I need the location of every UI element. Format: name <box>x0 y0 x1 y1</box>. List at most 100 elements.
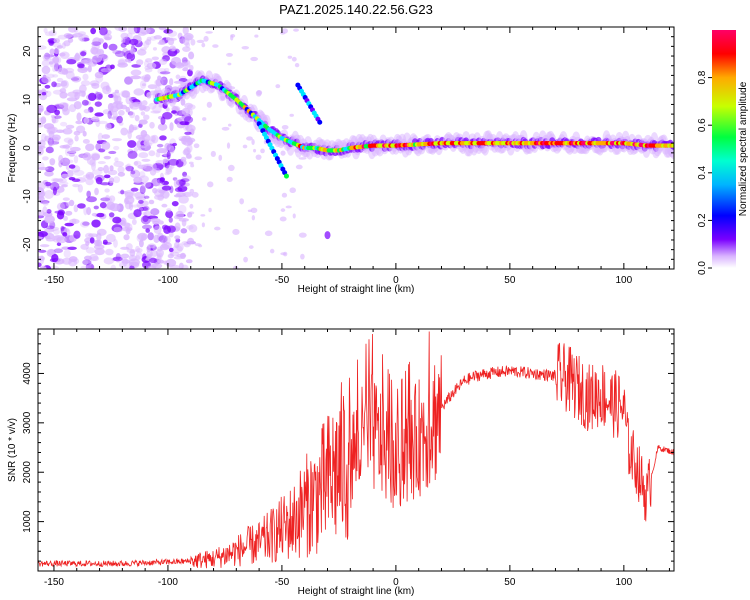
spectrogram-noise-blob <box>82 221 90 226</box>
spectrogram-noise-blob <box>68 153 75 157</box>
spectrogram-noise-blob <box>127 53 135 60</box>
spectrogram-noise-blob <box>108 195 116 203</box>
chart-title: PAZ1.2025.140.22.56.G23 <box>279 2 433 17</box>
spectrogram-noise-blob <box>138 119 148 125</box>
spectrogram-noise-blob <box>96 228 107 236</box>
spectrogram-noise-blob <box>80 221 90 228</box>
spectrogram-noise-blob <box>86 190 91 198</box>
spectrogram-noise-blob <box>189 64 194 72</box>
spectrogram-noise-blob <box>91 219 101 228</box>
spectrogram-noise-blob <box>73 230 81 239</box>
spectrogram-noise-blob <box>85 173 91 180</box>
spectrogram-noise-blob <box>141 163 152 172</box>
spectrogram-noise-blob <box>99 27 108 36</box>
spectrogram-noise-blob <box>163 67 170 72</box>
spectrogram-noise-blob <box>96 212 105 218</box>
spectrogram-noise-blob <box>56 202 66 211</box>
snr-x-tick-label: 50 <box>504 577 516 588</box>
spectrogram-noise-blob <box>155 151 161 158</box>
spectrogram-noise-blob <box>121 259 131 264</box>
spectrogram-noise-blob <box>148 199 155 205</box>
spectrogram-noise-blob <box>66 202 71 207</box>
spectrogram-noise-blob <box>173 194 183 198</box>
spectrogram-noise-blob <box>133 27 141 34</box>
spectrogram-noise-blob <box>246 136 253 141</box>
spectrogram-y-ticks: -20 -10 0 10 20 <box>22 26 674 270</box>
spectrogram-noise-blob <box>120 32 129 40</box>
spectrogram-noise-blob <box>42 54 52 62</box>
spectrogram-noise-blob <box>149 35 157 41</box>
spectrogram-noise-blob <box>57 209 65 216</box>
snr-x-axis-label: Height of straight line (km) <box>298 586 415 597</box>
spectrogram-noise-blob <box>80 265 92 269</box>
spectrogram-noise-blob <box>123 234 130 241</box>
spectrogram-noise-blob <box>53 115 62 119</box>
spectrogram-noise-blob <box>72 32 84 38</box>
spectrogram-noise-blob <box>55 129 65 133</box>
spectrogram-noise-blob <box>157 75 162 81</box>
snr-y-tick-label: 1000 <box>22 510 33 533</box>
spectrogram-noise-blob <box>57 178 68 184</box>
spectrogram-noise-blob <box>127 27 138 35</box>
spectrogram-noise-blob <box>243 256 248 263</box>
spectrogram-noise-blob <box>99 182 111 186</box>
colorbar-tick-label: 0.0 <box>697 261 708 275</box>
spectrogram-noise-blob <box>147 265 157 269</box>
spectrogram-noise-blob <box>180 228 188 234</box>
spectrogram-noise-blob <box>169 78 174 86</box>
spectrogram-noise-blob <box>186 104 196 110</box>
spectrogram-noise-blob <box>40 265 47 269</box>
spectrogram-noise-blob <box>50 114 56 119</box>
spectrogram-noise-blob <box>136 234 144 243</box>
spectrogram-ridge-core <box>671 143 674 148</box>
spectrogram-noise-blob <box>39 139 46 148</box>
spectrogram-noise-blob <box>43 52 51 60</box>
spectrogram-noise-blob <box>58 181 69 186</box>
snr-y-tick-label: 4000 <box>22 362 33 385</box>
spectrogram-noise-blob <box>38 262 42 268</box>
spectrogram-noise-blob <box>82 130 87 137</box>
spectrogram-noise-blob <box>181 192 192 197</box>
spectrogram-noise-blob <box>64 147 70 156</box>
spectrogram-noise-blob <box>156 143 164 148</box>
spectrogram-noise-blob <box>129 265 135 269</box>
spectrogram-noise-blob <box>138 239 144 248</box>
spectrogram-noise-blob <box>41 76 51 84</box>
spectrogram-noise-blob <box>137 49 147 56</box>
spectrogram-noise-blob <box>48 29 57 37</box>
spectrogram-noise-blob <box>166 225 176 233</box>
spectrogram-noise-blob <box>38 181 47 190</box>
spectrogram-noise-blob <box>44 84 51 89</box>
snr-panel: -150 -100 -50 0 50 100 1000 2000 3000 4000 Heigh… <box>7 328 675 597</box>
spectrogram-noise-blob <box>95 177 103 185</box>
spectrogram-noise-blob <box>81 99 89 106</box>
spectrogram-noise-blob <box>143 140 150 146</box>
spectrogram-noise-blob <box>85 178 94 186</box>
spectrogram-noise-blob <box>162 112 173 120</box>
spectrogram-noise-blob <box>129 169 141 179</box>
spectrogram-noise-blob <box>230 35 234 41</box>
colorbar-ticks: 0.0 0.2 0.4 0.6 0.8 <box>697 70 712 275</box>
spectrogram-noise-blob <box>161 203 168 208</box>
spectrogram-noise-blob <box>159 177 165 184</box>
spectrogram-noise-blob <box>68 256 78 262</box>
spectrogram-noise-blob <box>63 249 71 258</box>
spectrogram-noise-blob <box>41 65 51 75</box>
spectrogram-noise-blob <box>189 188 195 194</box>
spectrogram-noise-blob <box>109 216 114 220</box>
spectrogram-noise-blob <box>62 144 71 149</box>
spectrogram-noise-blob <box>80 80 91 87</box>
spectrogram-noise-blob <box>60 225 65 232</box>
spectrogram-noise-blob <box>130 75 142 80</box>
spectrogram-noise-blob <box>95 142 102 151</box>
spectrogram-noise-blob <box>228 123 232 127</box>
spectrogram-noise-blob <box>141 181 152 188</box>
spectrogram-noise-blob <box>146 250 153 258</box>
spectrogram-noise-blob <box>62 197 70 201</box>
spectrogram-noise-blob <box>203 35 209 42</box>
spectrogram-noise-blob <box>61 68 69 75</box>
spectrogram-noise-blob <box>41 91 47 96</box>
spectrogram-noise-blob <box>60 121 68 127</box>
spectrogram-noise-blob <box>114 95 122 104</box>
spectrogram-noise-blob <box>181 264 189 269</box>
